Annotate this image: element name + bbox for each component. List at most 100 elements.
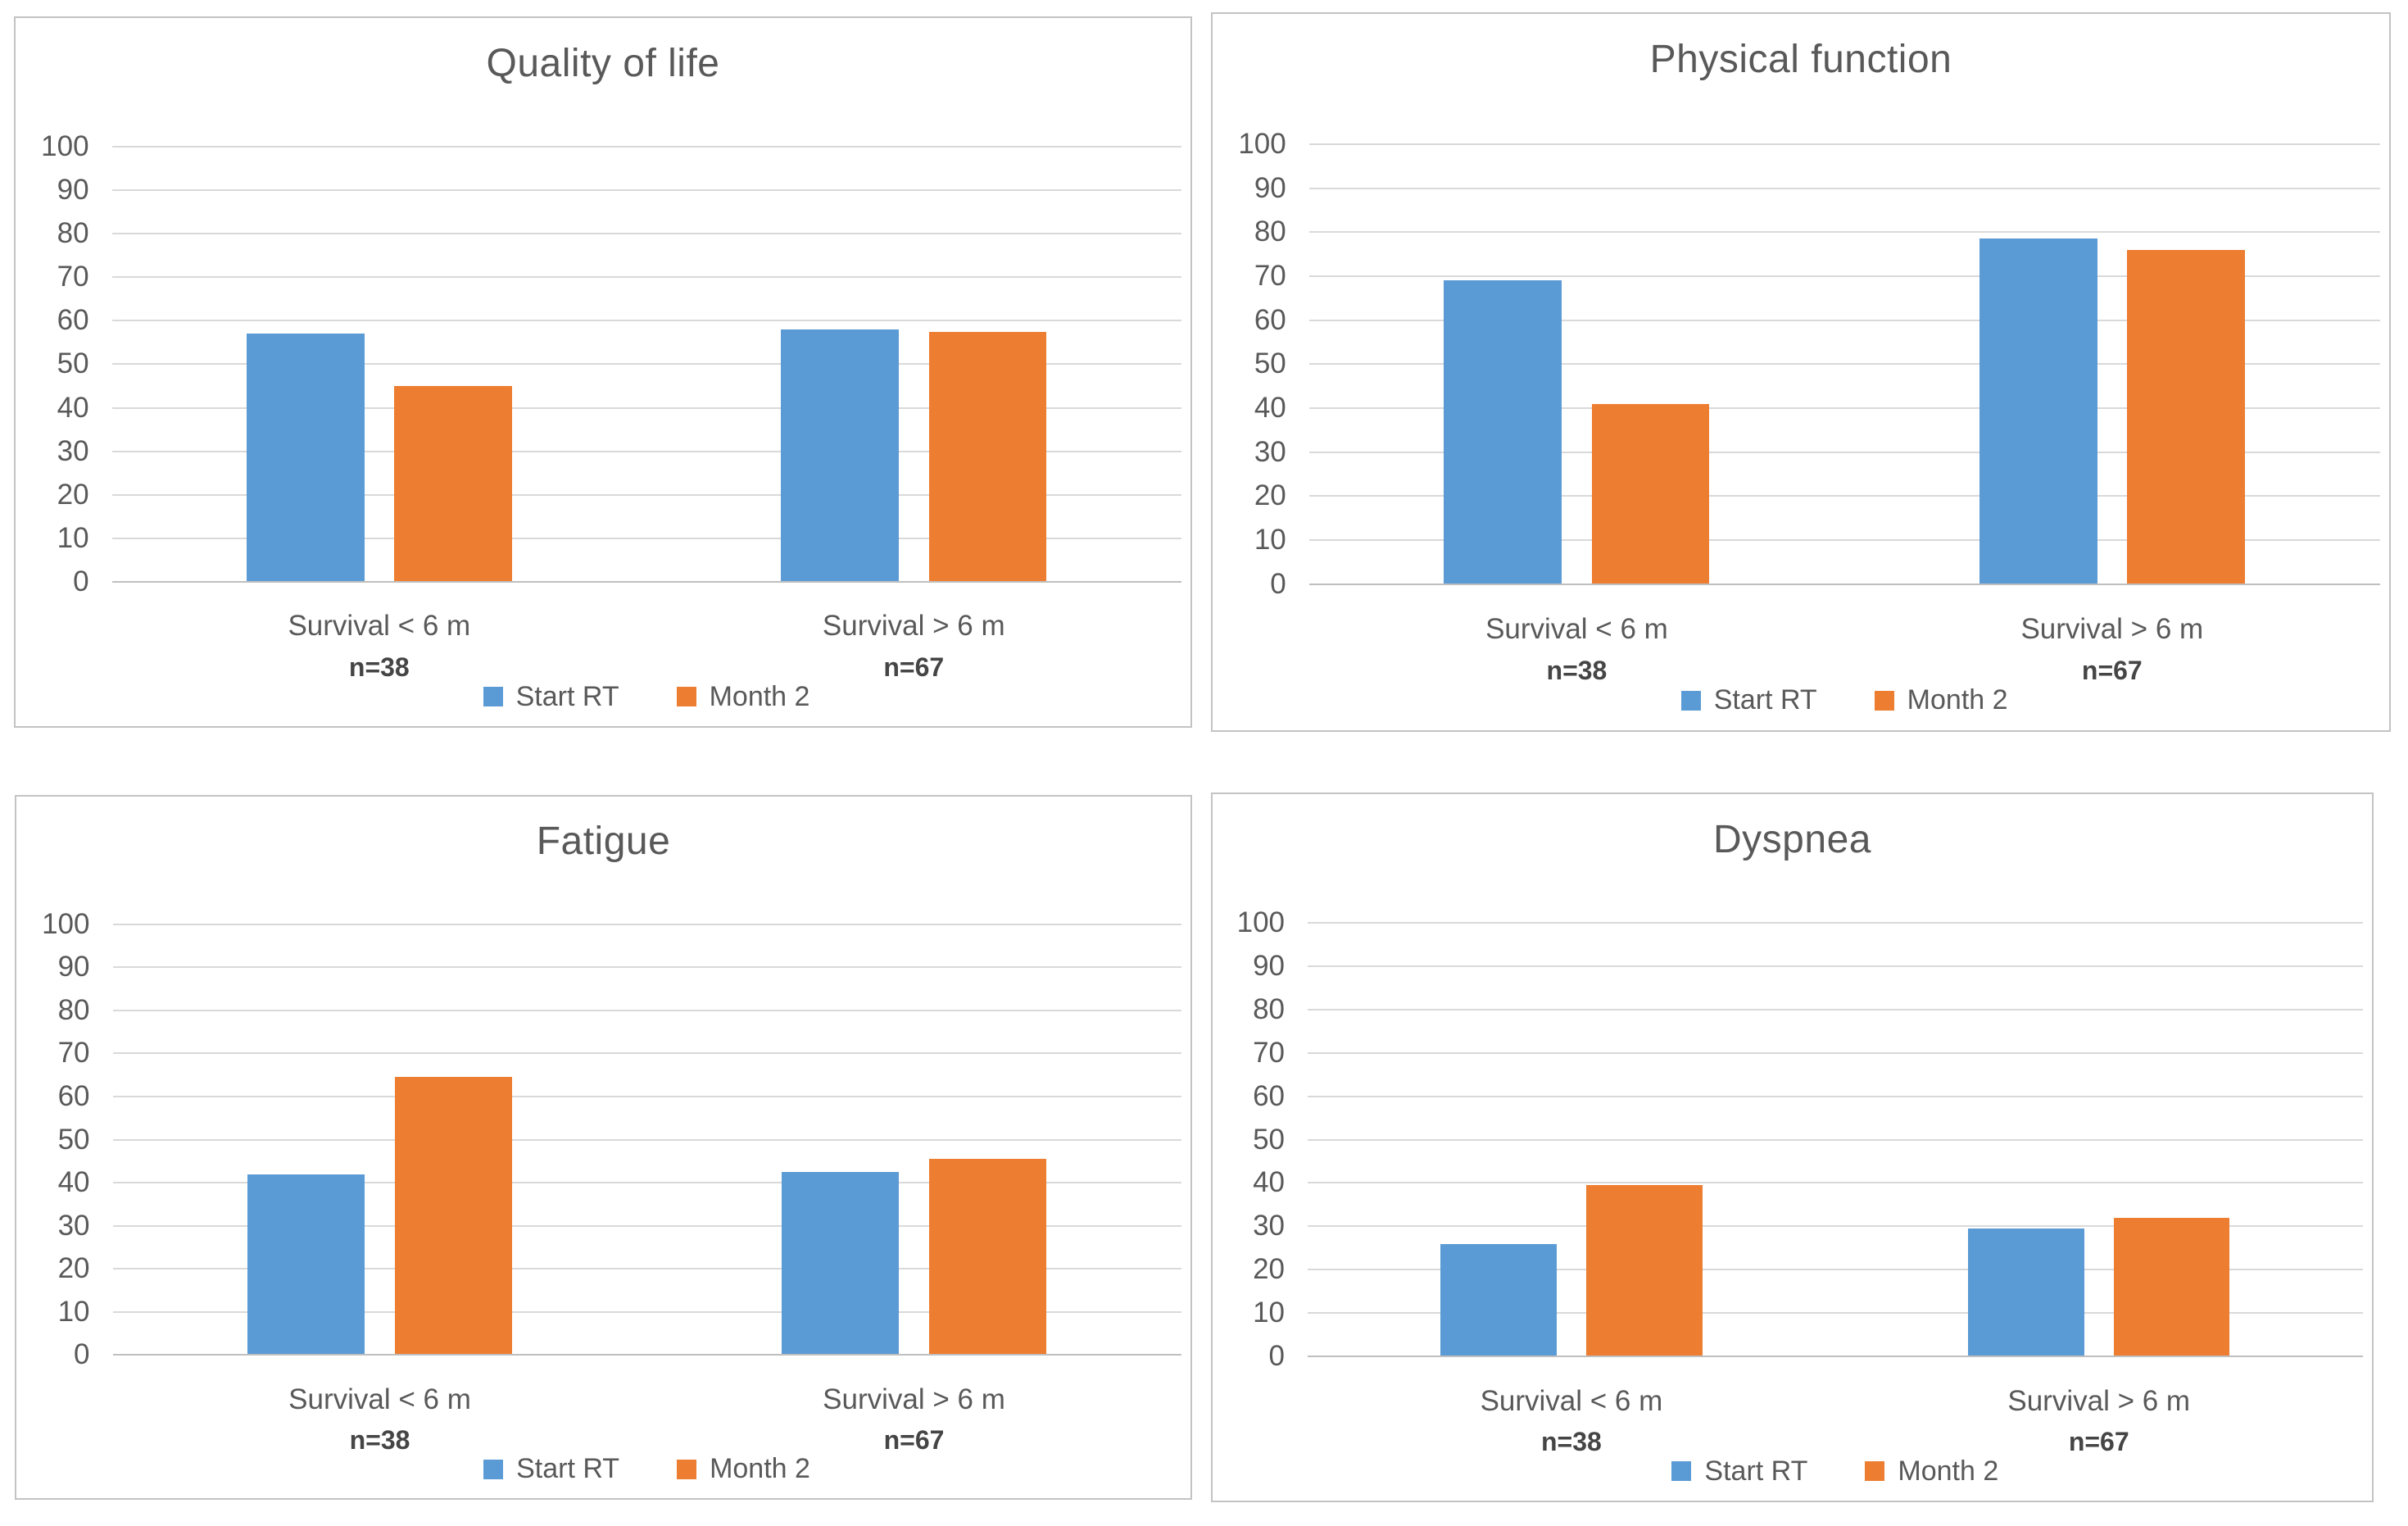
gridline [112,966,1181,969]
y-tick-label: 100 [41,130,89,163]
y-tick-label: 100 [42,907,90,940]
legend-swatch-start-rt [1671,1461,1692,1482]
y-tick-label: 40 [57,391,89,424]
gridline [111,537,1181,539]
bar-month-2 [928,1159,1047,1356]
sample-size-row: n=38 n=67 [112,652,1181,683]
legend: Start RT Month 2 [1308,1456,2363,1487]
plot-area: 0 10 20 30 40 50 60 70 80 90 100 [41,132,1181,596]
gridline [1308,1095,2363,1097]
bar-start-rt [1440,1243,1557,1357]
gridline [112,1310,1181,1313]
x-axis-line [1308,1356,2363,1358]
sample-size-label: n=38 [348,652,410,683]
chart-panel-quality-of-life: Quality of life 0 10 20 30 40 50 60 70 80 90 100 S… [14,16,1192,728]
x-axis-line [1308,583,2380,585]
y-tick-label: 60 [1254,303,1286,336]
gridline [1308,1182,2363,1184]
x-axis-line [112,1354,1181,1356]
bar-month-2 [928,331,1047,582]
sample-size-label: n=38 [1541,1427,1602,1457]
chart-panel-dyspnea: Dyspnea 0 10 20 30 40 50 60 70 80 90 100 Survival … [1211,793,2374,1502]
gridline [111,450,1181,452]
gridline [112,1224,1181,1227]
legend-label: Month 2 [1898,1455,1999,1487]
category-label: Survival > 6 m [2020,612,2204,645]
legend-swatch-month-2 [1865,1461,1885,1482]
gridline [1308,451,2380,453]
bar-month-2 [394,386,512,582]
gridline [1308,965,2363,967]
y-tick-label: 0 [74,1338,90,1371]
bar-group [1309,144,1844,584]
gridline [111,189,1181,192]
y-tick-label: 20 [1253,1253,1286,1286]
legend: Start RT Month 2 [113,1453,1181,1485]
bar-month-2 [394,1077,513,1356]
gridline [112,1009,1181,1011]
gridline [1308,319,2380,321]
legend-item-month-2: Month 2 [677,1453,810,1485]
gridline [1308,539,2380,542]
y-tick-label: 50 [1253,1123,1286,1156]
y-tick-label: 20 [1254,479,1286,512]
gridline [111,363,1181,366]
y-tick-label: 0 [1270,567,1286,600]
chart-title: Physical function [1649,37,1952,81]
legend-item-month-2: Month 2 [1874,684,2008,716]
gridline [1308,495,2380,497]
bar-month-2 [1591,403,1710,584]
chart-title: Quality of life [486,41,720,85]
y-tick-label: 30 [1254,435,1286,468]
plot-area: 0 10 20 30 40 50 60 70 80 90 100 [42,910,1181,1369]
legend: Start RT Month 2 [112,681,1181,713]
gridline [1308,231,2380,234]
gridline [111,406,1181,409]
y-tick-label: 50 [57,347,89,380]
bar-start-rt [1968,1229,2084,1357]
legend-label: Month 2 [1907,684,2008,716]
y-tick-label: 80 [1254,216,1286,248]
y-tick-label: 80 [1253,992,1286,1025]
y-tick-label: 40 [1254,392,1286,425]
y-tick-label: 70 [1254,260,1286,293]
gridline [112,1138,1181,1141]
category-label: Survival > 6 m [822,610,1005,643]
y-tick-label: 70 [57,261,89,293]
y-tick-label: 90 [1253,949,1286,982]
plot-area: 0 10 20 30 40 50 60 70 80 90 100 [1238,129,2380,598]
y-tick-label: 10 [1254,524,1286,556]
gridline [1308,921,2363,924]
sample-size-label: n=67 [2068,1427,2129,1457]
sample-size-row: n=38 n=67 [113,1425,1181,1456]
gridline [111,320,1181,322]
bar-start-rt [247,334,365,582]
sample-size-label: n=38 [349,1424,410,1455]
legend-item-start-rt: Start RT [483,1453,619,1485]
legend-item-start-rt: Start RT [1680,684,1817,716]
legend-swatch-month-2 [677,1459,697,1479]
y-tick-label: 70 [57,1037,90,1070]
y-tick-label: 50 [1254,347,1286,380]
gridline [112,1182,1181,1184]
y-tick-label: 10 [57,1295,90,1328]
y-tick-label: 60 [57,1080,90,1113]
gridline [1308,1051,2363,1054]
y-tick-label: 90 [1254,171,1286,204]
category-axis: Survival < 6 m Survival > 6 m [112,610,1181,643]
y-tick-label: 90 [57,174,89,207]
bar-group [1835,923,2363,1357]
bar-month-2 [1585,1185,1703,1357]
gridline [1308,363,2380,366]
legend-item-month-2: Month 2 [676,681,809,713]
y-tick-label: 70 [1253,1036,1286,1069]
y-tick-label: 30 [57,1209,90,1242]
y-tick-label: 80 [57,217,89,250]
gridline [1308,1225,2363,1228]
sample-size-label: n=67 [2081,656,2143,686]
y-tick-label: 30 [57,434,89,467]
legend-swatch-start-rt [483,1459,504,1479]
gridline [1308,407,2380,410]
y-tick-label: 30 [1253,1210,1286,1242]
